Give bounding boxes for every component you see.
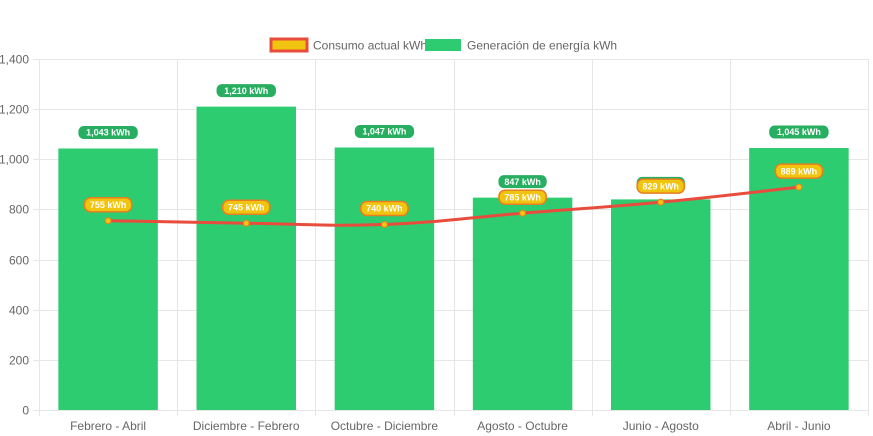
y-tick-label: 600 [9,254,29,268]
line-label-badge [774,163,824,179]
bar-data-label: 1,043 kWh [86,128,130,138]
bar-generacion[interactable] [611,199,711,410]
consumo-point[interactable] [380,220,388,228]
y-axis-ticks: 0 200 400 600 800 1,000 1,200 1,400 [0,53,29,418]
bar-data-label: 1,210 kWh [224,86,268,96]
line-label-badge [636,178,686,194]
line-data-label: 740 kWh [366,204,403,214]
bar-data-label: 1,047 kWh [362,127,406,137]
consumo-point[interactable] [519,209,527,217]
x-tick-label: Octubre - Diciembre [331,419,439,433]
legend-swatch-generacion [425,39,461,51]
line-label-badge [83,196,133,213]
legend-label-generacion: Generación de energía kWh [467,39,617,53]
x-tick-label: Abril - Junio [767,419,831,433]
y-tick-label: 0 [22,404,29,418]
bar-label-badge [353,124,416,140]
consumo-line [104,183,803,228]
y-tick-label: 400 [9,304,29,318]
legend-item-generacion[interactable]: Generación de energía kWh [425,39,617,53]
y-tick-label: 800 [9,203,29,217]
bar-generacion[interactable] [334,147,435,410]
line-label-badge [360,200,409,217]
x-tick-label: Junio - Agosto [623,419,699,433]
consumo-line-path [108,185,800,227]
line-label-badge [498,189,547,205]
line-label-badge [221,199,271,215]
legend-item-consumo[interactable]: Consumo actual kWh [269,37,427,53]
line-data-label: 889 kWh [781,166,818,176]
y-tick-label: 1,400 [0,53,29,67]
bar-generacion[interactable] [196,106,296,410]
x-tick-label: Diciembre - Febrero [193,419,300,433]
bar-label-badge [497,174,548,190]
legend: Consumo actual kWh Generación de energía… [269,37,617,53]
bar-label-badge [215,83,277,99]
line-data-label: 755 kWh [90,200,127,210]
y-tick-label: 1,000 [0,153,29,167]
bar-label-badge [77,125,139,141]
line-data-label: 785 kWh [504,192,541,202]
consumo-point[interactable] [104,217,112,225]
bar-data-label: 1,045 kWh [777,127,821,137]
bar-generacion[interactable] [58,148,158,410]
legend-label-consumo: Consumo actual kWh [313,39,427,53]
bar-label-badge [768,124,830,140]
line-data-labels: 755 kWh 745 kWh 740 kWh 785 kWh 829 kWh 889 k… [83,163,824,217]
bar-generacion[interactable] [472,197,573,410]
x-axis-ticks: Febrero - Abril Diciembre - Febrero Octubr… [70,419,831,433]
x-tick-label: Febrero - Abril [70,419,146,433]
consumo-point[interactable] [795,183,803,191]
line-data-label: 829 kWh [642,181,679,191]
bar-data-label: 847 kWh [504,177,541,187]
y-tick-label: 200 [9,354,29,368]
x-tick-label: Agosto - Octubre [477,419,568,433]
grid-lines [33,59,869,416]
consumo-point[interactable] [657,198,665,206]
legend-swatch-consumo [269,37,309,53]
consumo-point[interactable] [242,219,250,227]
y-tick-label: 1,200 [0,103,29,117]
line-data-label: 745 kWh [228,202,265,212]
